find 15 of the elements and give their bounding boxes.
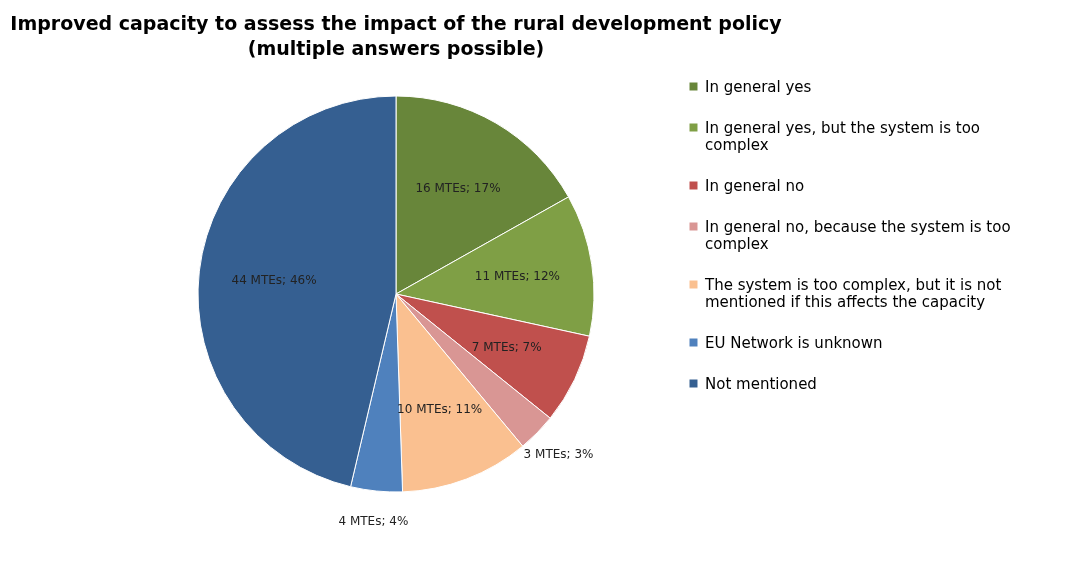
data-label: 44 MTEs; 46% — [231, 272, 317, 287]
legend-label: In general yes, but the system is too complex — [705, 118, 980, 154]
chart-subtitle: (multiple answers possible) — [247, 37, 545, 59]
data-label: 4 MTEs; 4% — [338, 513, 409, 528]
legend-label: In general no, because the system is too complex — [705, 217, 1011, 253]
legend-label: In general yes — [705, 77, 812, 96]
legend-label: The system is too complex, but it is not mentioned if this affects the capacity — [704, 275, 1002, 311]
legend-label: Not mentioned — [705, 374, 817, 393]
data-label: 7 MTEs; 7% — [471, 340, 542, 354]
legend-label: EU Network is unknown — [705, 333, 883, 352]
data-label: 16 MTEs; 17% — [415, 181, 501, 196]
legend-label: In general no — [705, 176, 805, 195]
chart-title: Improved capacity to assess the impact of the rural development policy — [10, 12, 783, 34]
data-label: 3 MTEs; 3% — [523, 446, 594, 461]
data-label: 11 MTEs; 12% — [474, 268, 560, 283]
